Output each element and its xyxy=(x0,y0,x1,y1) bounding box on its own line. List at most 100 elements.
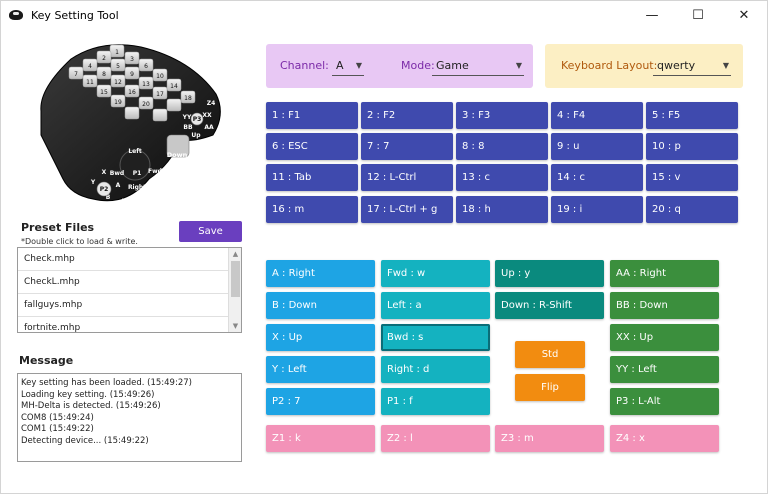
device-label-z3: Z3 xyxy=(148,192,157,199)
key-down-button[interactable]: Down : R-Shift xyxy=(495,292,604,319)
chevron-down-icon: ▼ xyxy=(355,61,362,70)
channel-label: Channel: xyxy=(280,59,329,72)
key-2-button[interactable]: 2 : F2 xyxy=(361,102,453,129)
message-line: Detecting device... (15:49:22) xyxy=(21,435,149,446)
grid-label-17: 17 xyxy=(156,91,164,98)
device-label-p1: P1 xyxy=(133,170,142,177)
key-5-button[interactable]: 5 : F5 xyxy=(646,102,738,129)
key-16-button[interactable]: 16 : m xyxy=(266,196,358,223)
key-12-button[interactable]: 12 : L-Ctrl xyxy=(361,164,453,191)
device-label-bb: BB xyxy=(183,124,193,131)
mode-value: Game xyxy=(436,59,469,72)
maximize-button[interactable]: ☐ xyxy=(692,7,704,23)
device-label-p3: P3 xyxy=(193,116,202,123)
device-label-y: Y xyxy=(90,179,96,186)
key-aa-button[interactable]: AA : Right xyxy=(610,260,719,287)
key-14-button[interactable]: 14 : c xyxy=(551,164,643,191)
key-20-button[interactable]: 20 : q xyxy=(646,196,738,223)
window-controls: — ☐ ✕ xyxy=(629,1,767,29)
window-title: Key Setting Tool xyxy=(31,8,119,22)
close-button[interactable]: ✕ xyxy=(738,7,750,23)
grid-label-3: 3 xyxy=(130,56,134,63)
preset-files-note: *Double click to load & write. xyxy=(21,237,138,246)
key-a-button[interactable]: A : Right xyxy=(266,260,375,287)
device-label-z4: Z4 xyxy=(207,100,216,107)
key-z3-button[interactable]: Z3 : m xyxy=(495,425,604,452)
device-label-p2: P2 xyxy=(100,186,109,193)
key-up-button[interactable]: Up : y xyxy=(495,260,604,287)
key-3-button[interactable]: 3 : F3 xyxy=(456,102,548,129)
key-z1-button[interactable]: Z1 : k xyxy=(266,425,375,452)
key-7-button[interactable]: 7 : 7 xyxy=(361,133,453,160)
grid-label-15: 15 xyxy=(100,89,108,96)
key-13-button[interactable]: 13 : c xyxy=(456,164,548,191)
key-8-button[interactable]: 8 : 8 xyxy=(456,133,548,160)
key-z4-button[interactable]: Z4 : x xyxy=(610,425,719,452)
key-18-button[interactable]: 18 : h xyxy=(456,196,548,223)
channel-select[interactable]: A ▼ xyxy=(332,56,364,76)
key-left-button[interactable]: Left : a xyxy=(381,292,490,319)
message-line: COM8 (15:49:24) xyxy=(21,412,94,423)
list-item[interactable]: fortnite.mhp xyxy=(18,317,241,332)
device-label-z1: Z1 xyxy=(122,198,131,205)
key-1-button[interactable]: 1 : F1 xyxy=(266,102,358,129)
key-15-button[interactable]: 15 : v xyxy=(646,164,738,191)
save-button[interactable]: Save xyxy=(179,221,242,242)
message-log: Key setting has been loaded. (15:49:27) … xyxy=(17,373,242,462)
scroll-down-icon[interactable]: ▼ xyxy=(232,322,239,330)
key-x-button[interactable]: X : Up xyxy=(266,324,375,351)
grid-label-13: 13 xyxy=(142,81,150,88)
key-yy-button[interactable]: YY : Left xyxy=(610,356,719,383)
minimize-button[interactable]: — xyxy=(645,7,659,23)
grid-label-12: 12 xyxy=(114,79,122,86)
list-item[interactable]: Check.mhp xyxy=(18,248,241,271)
key-xx-button[interactable]: XX : Up xyxy=(610,324,719,351)
key-bb-button[interactable]: BB : Down xyxy=(610,292,719,319)
list-item[interactable]: CheckL.mhp xyxy=(18,271,241,294)
device-label-b: B xyxy=(106,194,111,201)
flip-button[interactable]: Flip xyxy=(515,374,585,401)
chevron-down-icon: ▼ xyxy=(515,61,522,70)
std-button[interactable]: Std xyxy=(515,341,585,368)
key-z2-button[interactable]: Z2 : l xyxy=(381,425,490,452)
keyboard-layout-label: Keyboard Layout: xyxy=(561,59,658,72)
key-4-button[interactable]: 4 : F4 xyxy=(551,102,643,129)
key-bwd-button[interactable]: Bwd : s xyxy=(381,324,490,351)
keyboard-layout-panel: Keyboard Layout: qwerty ▼ xyxy=(545,44,743,88)
grid-label-20: 20 xyxy=(142,101,150,108)
key-17-button[interactable]: 17 : L-Ctrl + g xyxy=(361,196,453,223)
key-y-button[interactable]: Y : Left xyxy=(266,356,375,383)
key-9-button[interactable]: 9 : u xyxy=(551,133,643,160)
grid-label-14: 14 xyxy=(170,83,178,90)
preset-file-list[interactable]: Check.mhp CheckL.mhp fallguys.mhp fortni… xyxy=(17,247,242,333)
scroll-thumb[interactable] xyxy=(231,261,240,297)
list-item[interactable]: fallguys.mhp xyxy=(18,294,241,317)
key-p2-button[interactable]: P2 : 7 xyxy=(266,388,375,415)
message-line: Key setting has been loaded. (15:49:27) xyxy=(21,378,192,388)
key-b-button[interactable]: B : Down xyxy=(266,292,375,319)
grid-label-11: 11 xyxy=(86,79,94,86)
device-label-xx: XX xyxy=(202,112,212,119)
app-logo-icon xyxy=(9,10,23,20)
mode-label: Mode: xyxy=(401,59,435,72)
key-19-button[interactable]: 19 : i xyxy=(551,196,643,223)
message-line: Loading key setting. (15:49:26) xyxy=(21,389,155,400)
device-label-down: Down xyxy=(167,151,188,159)
key-11-button[interactable]: 11 : Tab xyxy=(266,164,358,191)
device-label-a: A xyxy=(116,182,121,189)
key-fwd-button[interactable]: Fwd : w xyxy=(381,260,490,287)
key-6-button[interactable]: 6 : ESC xyxy=(266,133,358,160)
grid-label-19: 19 xyxy=(114,99,122,106)
device-label-z2: Z2 xyxy=(135,195,144,202)
keyboard-layout-select[interactable]: qwerty ▼ xyxy=(653,56,731,76)
file-list-scrollbar[interactable]: ▲ ▼ xyxy=(228,248,241,332)
keyboard-layout-value: qwerty xyxy=(657,59,696,72)
title-bar: Key Setting Tool — ☐ ✕ xyxy=(1,1,767,29)
scroll-up-icon[interactable]: ▲ xyxy=(232,250,239,258)
mode-select[interactable]: Game ▼ xyxy=(432,56,524,76)
key-p3-button[interactable]: P3 : L-Alt xyxy=(610,388,719,415)
device-label-up: Up xyxy=(191,132,201,139)
key-right-button[interactable]: Right : d xyxy=(381,356,490,383)
key-p1-button[interactable]: P1 : f xyxy=(381,388,490,415)
key-10-button[interactable]: 10 : p xyxy=(646,133,738,160)
